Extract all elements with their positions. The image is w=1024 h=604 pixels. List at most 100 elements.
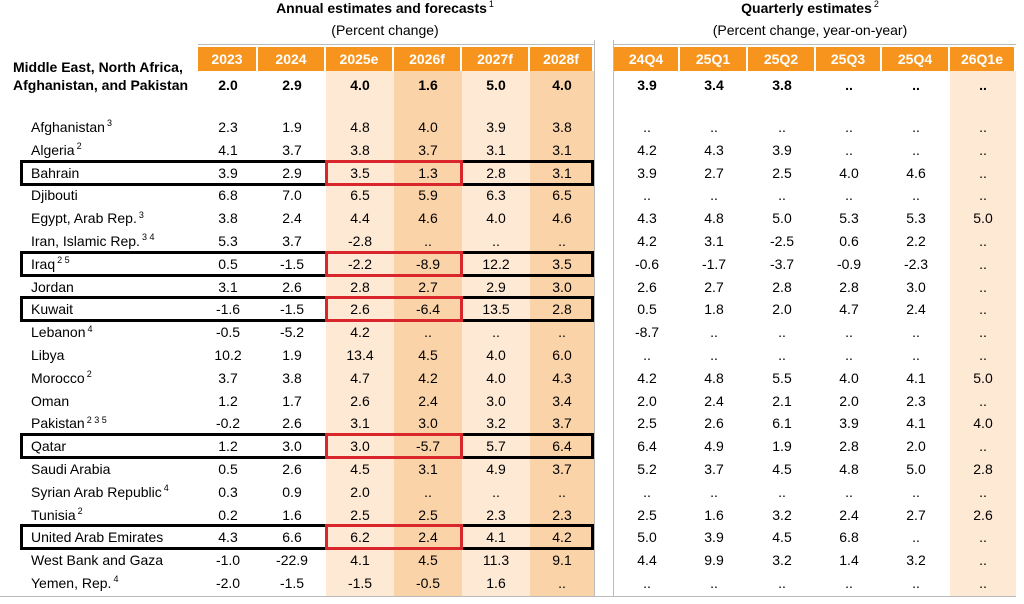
section-divider (594, 40, 595, 596)
annual-value: 0.5 (218, 255, 238, 272)
annual-value: 3.7 (552, 415, 572, 432)
annual-value: 12.2 (482, 255, 510, 272)
annual-value: 4.0 (418, 119, 438, 135)
quarterly-value: 3.2 (906, 552, 926, 569)
region-quarterly-value: 3.8 (772, 77, 792, 93)
annual-value: 4.6 (552, 210, 572, 227)
quarterly-value: 4.6 (906, 164, 926, 181)
annual-value: 5.3 (218, 233, 238, 249)
country-name: Morocco (31, 369, 85, 386)
quarterly-value: 1.8 (704, 301, 724, 318)
annual-value: .. (558, 324, 566, 341)
annual-value: 2.6 (282, 415, 302, 432)
quarterly-value: 5.0 (906, 461, 926, 477)
country-footnote: 2 (77, 505, 83, 516)
quarterly-value: 3.0 (906, 278, 926, 295)
annual-value: 3.4 (552, 392, 572, 409)
quarterly-value: 5.0 (973, 369, 993, 386)
quarterly-value: 2.3 (906, 392, 926, 409)
quarterly-value: .. (845, 347, 853, 363)
quarterly-value: 2.2 (906, 233, 926, 249)
annual-value: .. (558, 575, 566, 591)
quarterly-value: .. (845, 141, 853, 158)
quarterly-column-header: 25Q1 (680, 47, 746, 71)
quarterly-value: 4.7 (839, 301, 859, 318)
quarterly-value: 4.4 (637, 552, 657, 569)
quarterly-value: 4.5 (772, 461, 792, 477)
highlight-forecast-box (325, 296, 463, 323)
quarterly-value: .. (912, 324, 920, 341)
highlight-forecast-box (325, 524, 463, 551)
country-name: Afghanistan (31, 119, 105, 135)
annual-value: 3.8 (282, 369, 302, 386)
quarterly-value: 4.3 (704, 141, 724, 158)
annual-value: 3.1 (350, 415, 370, 432)
quarterly-value: 0.5 (637, 301, 657, 318)
quarterly-title-note: 2 (873, 0, 879, 10)
country-name: Syrian Arab Republic (31, 483, 162, 500)
country-footnote: 2 (76, 141, 82, 152)
annual-value: -5.2 (279, 324, 305, 341)
annual-value: 2.5 (350, 506, 370, 523)
quarterly-value: -0.6 (634, 255, 660, 272)
annual-value: -1.6 (215, 301, 241, 318)
annual-value: 3.8 (218, 210, 238, 227)
quarterly-value: 9.9 (704, 552, 724, 569)
annual-value: 13.5 (482, 301, 510, 318)
annual-value: 2.8 (552, 301, 572, 318)
country-label: Oman (31, 390, 69, 412)
annual-value: 3.1 (552, 141, 572, 158)
quarterly-value: 2.8 (772, 278, 792, 295)
country-name: Pakistan (31, 415, 85, 432)
quarterly-value: 5.5 (772, 369, 792, 386)
quarterly-value: .. (778, 119, 786, 135)
quarterly-value: .. (643, 119, 651, 135)
quarterly-value: .. (778, 483, 786, 500)
annual-value: 1.9 (282, 347, 302, 363)
annual-column-shade (394, 71, 462, 596)
country-footnote: 4 (163, 483, 169, 494)
annual-value: 4.0 (486, 369, 506, 386)
country-name: United Arab Emirates (31, 529, 164, 546)
region-annual-value: 5.0 (486, 77, 506, 93)
annual-value: 4.3 (218, 529, 238, 546)
quarterly-value: 4.1 (906, 369, 926, 386)
annual-value: 3.5 (350, 164, 370, 181)
quarterly-value: .. (979, 233, 987, 249)
quarterly-value: 2.8 (839, 278, 859, 295)
quarterly-value: -0.9 (836, 255, 862, 272)
country-name: Oman (31, 392, 70, 409)
quarterly-value: 2.1 (772, 392, 792, 409)
country-label: Iraq 2 5 (31, 253, 70, 275)
annual-value: 2.9 (282, 164, 302, 181)
country-footnote: 3 (106, 118, 112, 129)
country-name: Kuwait (31, 301, 74, 318)
country-label: Algeria 2 (31, 139, 82, 161)
annual-value: 2.4 (418, 529, 438, 546)
annual-title-text: Annual estimates and forecasts (276, 0, 487, 16)
quarterly-value: .. (979, 438, 987, 455)
annual-value: 4.9 (486, 461, 506, 477)
annual-value: -0.5 (215, 324, 241, 341)
annual-value: 1.6 (282, 506, 302, 523)
section-divider (613, 40, 614, 596)
annual-value: 4.1 (350, 552, 370, 569)
quarterly-value: .. (643, 347, 651, 363)
country-label: Afghanistan 3 (31, 116, 112, 138)
annual-value: 2.0 (350, 483, 370, 500)
annual-value: 6.6 (282, 529, 302, 546)
annual-value: 0.9 (282, 483, 302, 500)
quarterly-value: .. (979, 392, 987, 409)
region-annual-value: 1.6 (418, 77, 438, 93)
quarterly-value: 2.5 (637, 506, 657, 523)
annual-title: Annual estimates and forecasts 1 (240, 0, 530, 16)
quarterly-value: 2.6 (637, 278, 657, 295)
annual-value: 1.2 (218, 438, 238, 455)
country-footnote: 2 5 (57, 255, 70, 266)
annual-value: 2.4 (418, 392, 438, 409)
annual-value: 1.2 (218, 392, 238, 409)
quarterly-value: .. (912, 187, 920, 204)
annual-value: 6.5 (552, 187, 572, 204)
country-label: Tunisia 2 (31, 504, 83, 526)
quarterly-value: .. (979, 552, 987, 569)
